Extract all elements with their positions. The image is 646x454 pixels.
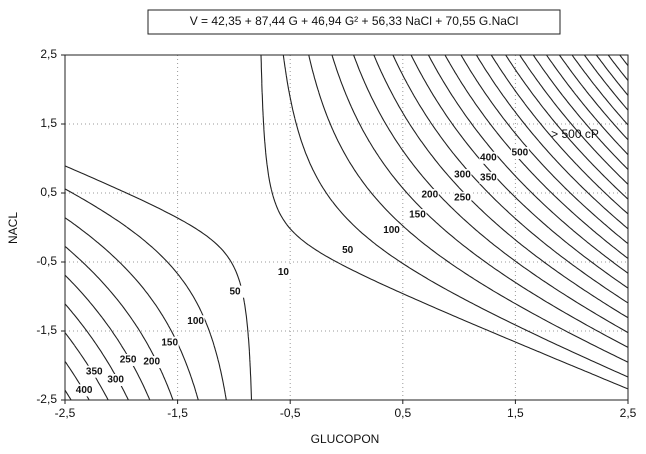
contour-label: 100 bbox=[187, 316, 204, 327]
x-tick-label: -1,5 bbox=[167, 406, 188, 420]
contour-line bbox=[558, 54, 629, 141]
contour-line bbox=[532, 54, 629, 170]
label-bg bbox=[85, 365, 104, 378]
label-bg bbox=[142, 356, 161, 369]
contour-line bbox=[475, 54, 629, 230]
contour-label: 50 bbox=[229, 286, 241, 297]
y-tick-label: 1,5 bbox=[40, 116, 57, 130]
y-tick-label: -1,5 bbox=[36, 323, 57, 337]
y-tick-label: 2,5 bbox=[40, 47, 57, 61]
label-bg bbox=[479, 171, 498, 184]
label-bg bbox=[338, 244, 357, 257]
contour-line bbox=[444, 54, 629, 259]
contour-line bbox=[546, 54, 629, 156]
contour-line bbox=[64, 54, 629, 401]
contour-label: 100 bbox=[383, 225, 400, 236]
contour-label: 350 bbox=[86, 366, 103, 377]
x-tick-label: 0,5 bbox=[394, 406, 411, 420]
contour-label: 500 bbox=[512, 148, 529, 159]
x-tick-label: 2,5 bbox=[620, 406, 637, 420]
label-bg bbox=[479, 151, 498, 164]
contour-label: 350 bbox=[480, 172, 497, 183]
contour-line bbox=[64, 54, 629, 401]
label-bg bbox=[274, 266, 293, 279]
contour-line bbox=[460, 54, 629, 245]
x-axis-title: GLUCOPON bbox=[311, 432, 380, 446]
label-bg bbox=[510, 146, 529, 159]
contour-label: 300 bbox=[107, 375, 124, 386]
label-bg bbox=[420, 189, 439, 202]
label-bg bbox=[226, 285, 245, 298]
contour-line bbox=[619, 54, 629, 67]
label-bg bbox=[75, 384, 94, 397]
x-tick-label: 1,5 bbox=[507, 406, 524, 420]
y-tick-label: -0,5 bbox=[36, 254, 57, 268]
contour-line bbox=[64, 54, 629, 401]
annotation: > 500 cP bbox=[551, 127, 599, 141]
label-bg bbox=[453, 169, 472, 182]
contour-line bbox=[64, 54, 629, 401]
label-bg bbox=[453, 191, 472, 204]
y-axis-title: NACL bbox=[6, 212, 20, 244]
contour-label: 50 bbox=[342, 245, 354, 256]
contour-label: 150 bbox=[409, 210, 426, 221]
contour-label: 250 bbox=[454, 192, 471, 203]
contour-line bbox=[64, 54, 629, 401]
chart-title: V = 42,35 + 87,44 G + 46,94 G² + 56,33 N… bbox=[190, 14, 519, 28]
label-bg bbox=[160, 336, 179, 349]
contour-label: 400 bbox=[76, 385, 93, 396]
contour-line bbox=[571, 54, 629, 126]
contour-label: 300 bbox=[454, 170, 471, 181]
contour-label: 150 bbox=[161, 337, 178, 348]
y-tick-label: -2,5 bbox=[36, 392, 57, 406]
contour-label: 10 bbox=[278, 267, 290, 278]
contour-label: 200 bbox=[421, 190, 438, 201]
label-bg bbox=[186, 315, 205, 328]
label-bg bbox=[382, 224, 401, 237]
contour-line bbox=[607, 54, 629, 81]
contour-label: 200 bbox=[143, 357, 160, 368]
contour-line bbox=[583, 54, 629, 111]
title-box bbox=[147, 9, 561, 35]
contour-line bbox=[64, 54, 629, 401]
x-tick-label: -2,5 bbox=[55, 406, 76, 420]
plot-frame bbox=[64, 54, 629, 401]
label-bg bbox=[119, 353, 138, 366]
contour-label: 250 bbox=[120, 355, 137, 366]
contour-line bbox=[490, 54, 629, 215]
label-bg bbox=[408, 209, 427, 222]
label-bg bbox=[106, 373, 125, 386]
contour-label: 400 bbox=[480, 152, 497, 163]
x-tick-label: -0,5 bbox=[280, 406, 301, 420]
contour-line bbox=[64, 54, 629, 401]
y-tick-label: 0,5 bbox=[40, 185, 57, 199]
